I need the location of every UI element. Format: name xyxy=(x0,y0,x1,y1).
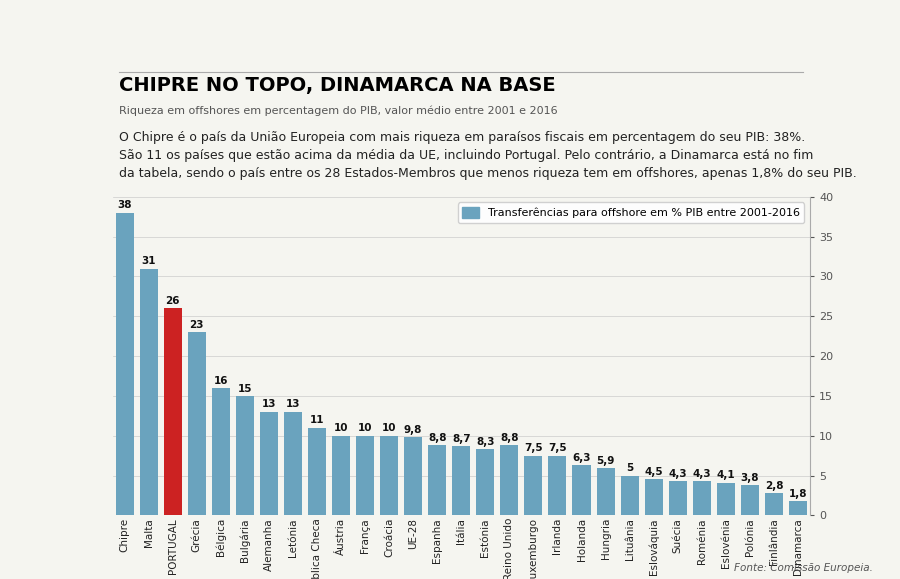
Text: 10: 10 xyxy=(334,423,348,433)
Legend: Transferências para offshore em % PIB entre 2001-2016: Transferências para offshore em % PIB en… xyxy=(458,203,805,223)
Bar xyxy=(716,483,734,515)
Text: 13: 13 xyxy=(262,400,276,409)
Bar xyxy=(621,475,639,515)
Text: 4,3: 4,3 xyxy=(692,468,711,479)
Bar xyxy=(548,456,566,515)
Bar xyxy=(212,388,230,515)
Bar xyxy=(525,456,543,515)
Text: 4,3: 4,3 xyxy=(669,468,687,479)
Text: 16: 16 xyxy=(213,376,228,386)
Bar xyxy=(765,493,783,515)
Bar xyxy=(428,445,446,515)
Text: 7,5: 7,5 xyxy=(524,443,543,453)
Text: 8,7: 8,7 xyxy=(452,434,471,444)
Bar xyxy=(693,481,711,515)
Bar xyxy=(332,435,350,515)
Text: CHIPRE NO TOPO, DINAMARCA NA BASE: CHIPRE NO TOPO, DINAMARCA NA BASE xyxy=(120,76,556,95)
Bar xyxy=(572,465,590,515)
Text: 10: 10 xyxy=(358,423,373,433)
Text: 11: 11 xyxy=(310,415,324,426)
Bar xyxy=(356,435,374,515)
Bar xyxy=(452,446,471,515)
Text: Riqueza em offshores em percentagem do PIB, valor médio entre 2001 e 2016: Riqueza em offshores em percentagem do P… xyxy=(120,105,558,116)
Bar xyxy=(500,445,518,515)
Bar xyxy=(669,481,687,515)
Bar xyxy=(188,332,206,515)
Bar xyxy=(115,212,133,515)
Text: 9,8: 9,8 xyxy=(404,425,422,435)
Bar xyxy=(380,435,398,515)
Text: 2,8: 2,8 xyxy=(765,481,783,490)
Text: Fonte: Comissão Europeia.: Fonte: Comissão Europeia. xyxy=(734,563,873,573)
Text: 4,1: 4,1 xyxy=(716,470,735,481)
Text: 5: 5 xyxy=(626,463,634,473)
Text: 3,8: 3,8 xyxy=(741,472,759,483)
Text: 7,5: 7,5 xyxy=(548,443,567,453)
Bar xyxy=(140,269,158,515)
Bar xyxy=(597,468,615,515)
Bar xyxy=(404,437,422,515)
Text: 6,3: 6,3 xyxy=(572,453,590,463)
Text: 8,3: 8,3 xyxy=(476,437,495,447)
Text: 8,8: 8,8 xyxy=(500,433,518,443)
Bar xyxy=(284,412,302,515)
Text: 8,8: 8,8 xyxy=(428,433,446,443)
Text: O Chipre é o país da União Europeia com mais riqueza em paraísos fiscais em perc: O Chipre é o país da União Europeia com … xyxy=(120,131,857,179)
Text: 23: 23 xyxy=(189,320,204,330)
Bar xyxy=(476,449,494,515)
Text: 5,9: 5,9 xyxy=(597,456,615,466)
Text: 31: 31 xyxy=(141,256,156,266)
Bar xyxy=(789,501,807,515)
Text: 1,8: 1,8 xyxy=(788,489,807,499)
Text: 13: 13 xyxy=(285,400,300,409)
Text: 4,5: 4,5 xyxy=(644,467,663,477)
Text: 10: 10 xyxy=(382,423,396,433)
Bar xyxy=(236,396,254,515)
Bar xyxy=(644,479,662,515)
Text: 15: 15 xyxy=(238,383,252,394)
Bar xyxy=(260,412,278,515)
Text: 26: 26 xyxy=(166,296,180,306)
Bar xyxy=(164,308,182,515)
Text: 38: 38 xyxy=(117,200,131,210)
Bar xyxy=(308,428,326,515)
Bar xyxy=(741,485,759,515)
